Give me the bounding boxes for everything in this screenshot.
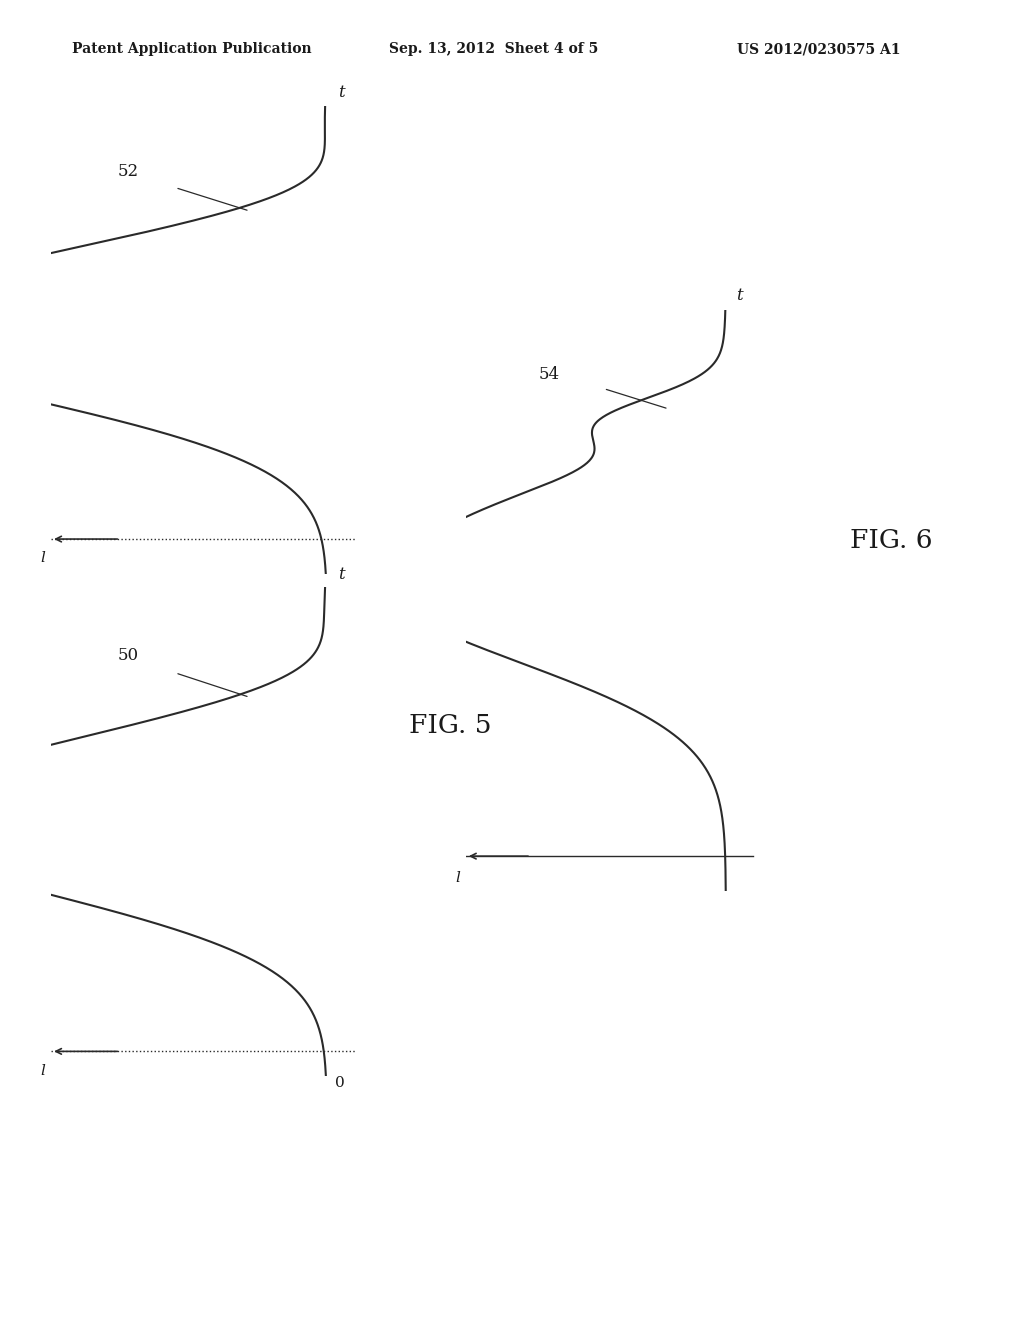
Text: Sep. 13, 2012  Sheet 4 of 5: Sep. 13, 2012 Sheet 4 of 5: [389, 42, 598, 57]
Text: t: t: [338, 84, 344, 100]
Text: 52: 52: [118, 162, 139, 180]
Text: Patent Application Publication: Patent Application Publication: [72, 42, 311, 57]
Text: t: t: [338, 565, 344, 582]
Text: 50: 50: [118, 647, 139, 664]
Text: l: l: [41, 550, 46, 565]
Text: l: l: [41, 1064, 46, 1077]
Text: FIG. 6: FIG. 6: [850, 528, 932, 553]
Text: t: t: [736, 288, 742, 305]
Text: US 2012/0230575 A1: US 2012/0230575 A1: [737, 42, 901, 57]
Text: 54: 54: [539, 366, 560, 383]
Text: FIG. 5: FIG. 5: [410, 713, 492, 738]
Text: 0: 0: [335, 1076, 345, 1090]
Text: l: l: [456, 871, 461, 884]
